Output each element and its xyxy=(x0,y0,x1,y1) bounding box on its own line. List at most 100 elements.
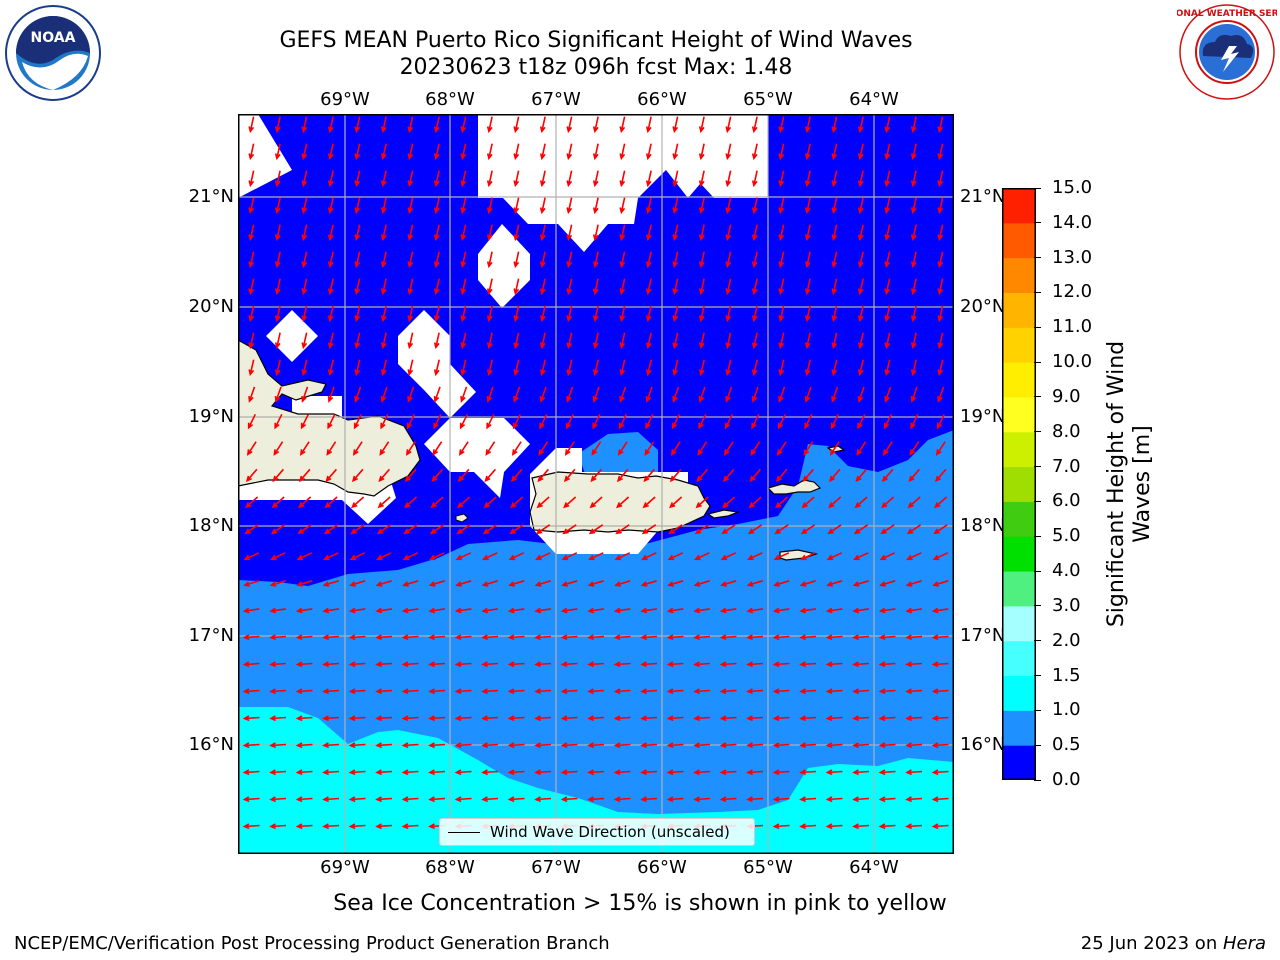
wind-wave-arrow xyxy=(354,224,361,242)
wind-wave-arrow xyxy=(354,359,361,377)
wind-wave-arrow xyxy=(772,715,790,722)
wind-wave-arrow xyxy=(327,359,334,377)
wind-wave-arrow xyxy=(857,170,864,188)
wind-wave-arrow xyxy=(619,116,626,134)
wind-wave-arrow xyxy=(407,251,414,269)
wind-wave-arrow xyxy=(348,688,366,695)
colorbar-cell xyxy=(1002,571,1036,607)
lon-label-bottom-64w: 64°W xyxy=(849,857,899,878)
colorbar-cell xyxy=(1002,396,1036,433)
noaa-logo-text: NOAA xyxy=(31,30,76,46)
wind-wave-arrow xyxy=(534,661,552,668)
wind-wave-arrow xyxy=(486,251,493,269)
wind-wave-arrow xyxy=(295,796,313,803)
wind-wave-arrow xyxy=(534,607,552,614)
wind-wave-arrow xyxy=(937,332,944,350)
wind-wave-arrow xyxy=(672,359,679,377)
colorbar-tick-mark xyxy=(1034,709,1041,711)
wind-wave-arrow xyxy=(274,116,281,134)
wind-wave-arrow xyxy=(534,769,552,776)
wind-wave-arrow xyxy=(937,278,944,296)
wind-wave-arrow xyxy=(751,116,758,134)
wind-wave-arrow xyxy=(905,769,923,776)
wind-wave-arrow xyxy=(774,524,789,535)
wind-wave-arrow xyxy=(592,413,601,430)
wind-wave-arrow xyxy=(799,715,817,722)
wind-wave-arrow xyxy=(804,413,813,430)
wind-wave-arrow xyxy=(428,688,446,695)
wind-wave-arrow xyxy=(539,170,546,188)
wind-wave-arrow xyxy=(775,468,788,483)
wind-wave-arrow xyxy=(248,251,255,269)
colorbar-tick-mark xyxy=(1034,535,1041,537)
wind-wave-arrow xyxy=(272,468,285,483)
wind-wave-arrow xyxy=(878,661,896,668)
wind-wave-arrow xyxy=(348,634,366,641)
wind-wave-arrow xyxy=(513,251,520,269)
wind-wave-arrow xyxy=(748,496,762,509)
nws-logo-text: NATIONAL WEATHER SERVICE xyxy=(1177,9,1277,19)
wind-wave-arrow xyxy=(644,441,655,456)
wind-wave-arrow xyxy=(560,742,578,749)
colorbar-tick-label: 4.0 xyxy=(1052,560,1081,582)
wind-wave-arrow xyxy=(693,769,711,776)
wind-wave-arrow xyxy=(773,580,790,587)
wind-wave-arrow xyxy=(619,332,626,350)
wind-wave-arrow xyxy=(825,769,843,776)
wind-wave-arrow xyxy=(619,305,626,323)
wind-wave-arrow xyxy=(454,634,472,641)
wind-wave-arrow xyxy=(640,769,658,776)
wind-wave-arrow xyxy=(327,332,334,350)
wind-wave-arrow xyxy=(401,688,419,695)
wind-wave-arrow xyxy=(725,386,733,403)
wind-wave-arrow xyxy=(560,796,578,803)
colorbar-tick-label: 12.0 xyxy=(1052,281,1093,303)
wind-wave-arrow xyxy=(460,116,467,134)
wind-wave-arrow xyxy=(428,742,446,749)
wind-wave-arrow xyxy=(460,278,467,296)
wind-wave-arrow xyxy=(879,580,896,587)
wind-wave-arrow xyxy=(693,634,711,641)
wind-wave-arrow xyxy=(827,524,842,535)
wind-wave-arrow xyxy=(931,688,949,695)
wind-wave-arrow xyxy=(857,251,864,269)
wind-wave-arrow xyxy=(750,441,761,456)
wind-wave-arrow xyxy=(376,552,392,561)
wind-wave-arrow xyxy=(295,769,313,776)
wind-wave-arrow xyxy=(619,386,627,403)
wind-wave-arrow xyxy=(322,607,340,614)
lon-label-bottom-69w: 69°W xyxy=(320,857,370,878)
wind-wave-arrow xyxy=(481,634,499,641)
wind-wave-arrow xyxy=(906,524,922,535)
wind-wave-arrow xyxy=(645,305,652,323)
colorbar-cell xyxy=(1002,257,1036,293)
wind-wave-arrow xyxy=(645,197,652,215)
wind-wave-arrow xyxy=(799,607,817,614)
wind-wave-arrow xyxy=(481,661,499,668)
wind-wave-arrow xyxy=(799,742,817,749)
wind-wave-arrow xyxy=(301,332,308,350)
wind-wave-arrow xyxy=(613,715,631,722)
wind-wave-arrow xyxy=(587,742,605,749)
wind-wave-arrow xyxy=(852,715,870,722)
wind-wave-arrow xyxy=(857,359,864,377)
wind-wave-arrow xyxy=(772,661,790,668)
wind-wave-arrow xyxy=(857,116,864,134)
colorbar-tick-label: 10.0 xyxy=(1052,351,1093,373)
wind-wave-arrow xyxy=(348,796,366,803)
wind-wave-arrow xyxy=(746,607,764,614)
wind-wave-arrow xyxy=(274,143,281,161)
wind-wave-arrow xyxy=(672,197,679,215)
wind-wave-arrow xyxy=(380,359,387,377)
wind-wave-arrow xyxy=(937,359,944,377)
wind-wave-arrow xyxy=(909,441,920,456)
wind-wave-arrow xyxy=(301,224,308,242)
wind-wave-arrow xyxy=(482,524,498,535)
wind-wave-arrow xyxy=(857,413,866,430)
wind-wave-arrow xyxy=(884,305,891,323)
wind-wave-arrow xyxy=(299,441,310,456)
wind-wave-arrow xyxy=(401,769,419,776)
wind-wave-arrow xyxy=(829,441,840,456)
wind-wave-arrow xyxy=(800,524,816,535)
wind-wave-arrow xyxy=(778,386,786,403)
